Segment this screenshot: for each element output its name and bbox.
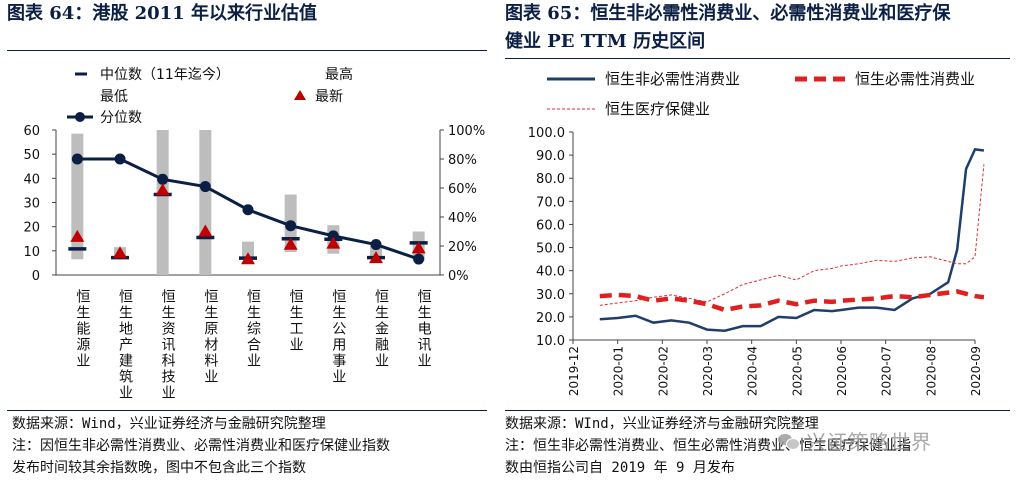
latest-marker [369, 251, 383, 264]
range-bar [242, 241, 254, 259]
wechat-icon [778, 432, 800, 450]
latest-marker [411, 241, 426, 254]
right-source-line-1: 数据来源：WInd，兴业证券经济与金融研究院整理 [505, 416, 819, 432]
x-tick-label: 2020-02 [656, 346, 670, 396]
x-tick-label: 2020-09 [969, 346, 983, 396]
range-bar [71, 133, 84, 260]
right-source-note-1: 注：恒生非必需性消费业、恒生必需性消费业、恒生医疗保健业指 [505, 438, 911, 454]
x-tick-label: 2020-08 [924, 346, 938, 396]
percentile-point [157, 173, 169, 185]
legend-series-2-label: 恒生必需性消费业 [855, 70, 975, 88]
series-line-3 [599, 164, 985, 306]
x-category-label: 恒生公用事业 [330, 289, 346, 385]
y2-tick-label: 0% [448, 269, 469, 284]
y-tick-label: 30 [23, 197, 40, 212]
series-line-1 [599, 147, 985, 333]
x-category-label: 恒生工业 [288, 289, 304, 353]
legend-percentile-label: 分位数 [100, 110, 142, 126]
left-source-note-1: 注：因恒生非必需性消费业、必需性消费业和医疗保健业指数 [12, 438, 390, 454]
y-tick-label: 20.0 [536, 311, 565, 326]
left-source-rule [7, 410, 487, 411]
y2-tick-label: 40% [448, 211, 477, 226]
right-source-note-2: 数由恒指公司自 2019 年 9 月发布 [505, 460, 735, 476]
legend-percentile-marker [75, 112, 85, 122]
x-category-label: 恒生综合业 [245, 289, 261, 369]
y-tick-label: 90.0 [536, 149, 565, 164]
x-tick-label: 2020-01 [612, 346, 626, 396]
y-tick-label: 70.0 [536, 195, 565, 210]
series-line-2 [599, 289, 985, 313]
x-tick-label: 2020-06 [835, 346, 849, 396]
x-category-label: 恒生资讯科技业 [160, 289, 176, 401]
right-chart-title: 图表 65：恒生非必需性消费业、必需性消费业和医疗保 健业 PE TTM 历史区… [505, 0, 1005, 56]
x-tick-label: 2020-05 [790, 346, 804, 396]
left-title-rule [7, 50, 487, 51]
x-tick-label: 2019-12 [567, 346, 581, 396]
y-tick-label: 40.0 [536, 265, 565, 280]
legend-series-1-label: 恒生非必需性消费业 [605, 70, 740, 88]
y-tick-label: 80.0 [536, 172, 565, 187]
latest-marker [113, 246, 127, 259]
left-source-line-1: 数据来源：Wind，兴业证券经济与金融研究院整理 [12, 416, 326, 432]
left-source-note-2: 发布时间较其余指数晚，图中不包含此三个指数 [12, 460, 306, 476]
y2-tick-label: 20% [448, 240, 477, 255]
x-category-label: 恒生能源业 [74, 289, 90, 369]
y-tick-label: 10.0 [536, 334, 565, 349]
latest-marker [241, 252, 255, 265]
y2-tick-label: 80% [448, 153, 477, 168]
y2-tick-label: 60% [448, 182, 477, 197]
x-tick-label: 2020-07 [880, 346, 894, 396]
y-tick-label: 100.0 [528, 126, 565, 141]
latest-marker [70, 229, 85, 242]
percentile-point [242, 204, 254, 216]
watermark-text: 兴证策略世界 [806, 430, 932, 454]
y-tick-label: 20 [23, 221, 40, 236]
legend-latest-marker [294, 90, 306, 100]
y-tick-label: 50.0 [536, 242, 565, 257]
y-tick-label: 10 [23, 245, 40, 260]
percentile-point [199, 181, 211, 193]
right-source-rule [505, 410, 1010, 411]
right-chart-title-line-2: 健业 PE TTM 历史区间 [505, 31, 706, 52]
latest-marker [283, 237, 298, 250]
x-tick-label: 2020-04 [746, 346, 760, 396]
legend-low-label: 最低 [100, 89, 128, 105]
y-tick-label: 40 [23, 172, 40, 187]
y-tick-label: 0 [32, 269, 40, 284]
percentile-point [285, 220, 297, 232]
x-category-label: 恒生地产建筑业 [117, 289, 133, 401]
y-tick-label: 50 [23, 148, 40, 163]
wechat-watermark: 兴证策略世界 [778, 426, 932, 455]
percentile-point [114, 153, 126, 165]
y-tick-label: 60.0 [536, 218, 565, 233]
legend-series-3-label: 恒生医疗保健业 [605, 100, 710, 118]
right-chart-title-line-1: 图表 65：恒生非必需性消费业、必需性消费业和医疗保 [505, 3, 951, 24]
range-bar [156, 130, 169, 275]
right-title-rule [505, 58, 1010, 59]
percentile-point [413, 253, 425, 265]
x-category-label: 恒生原材料业 [202, 289, 218, 385]
latest-marker [326, 236, 341, 249]
x-category-label: 恒生电讯业 [416, 289, 432, 369]
percentile-point [370, 239, 382, 251]
y-tick-label: 60 [23, 124, 40, 139]
x-category-label: 恒生金融业 [373, 289, 389, 369]
range-bar [199, 130, 212, 275]
y2-tick-label: 100% [448, 124, 485, 139]
left-chart-title: 图表 64：港股 2011 年以来行业估值 [7, 3, 317, 24]
y-tick-label: 30.0 [536, 288, 565, 303]
latest-marker [198, 224, 213, 237]
legend-high-label: 最高 [325, 66, 353, 83]
legend-median-label: 中位数（11年迄今） [100, 67, 230, 83]
x-tick-label: 2020-03 [701, 346, 715, 396]
latest-marker [155, 183, 170, 196]
legend-latest-label: 最新 [315, 89, 343, 105]
percentile-point [71, 153, 83, 165]
